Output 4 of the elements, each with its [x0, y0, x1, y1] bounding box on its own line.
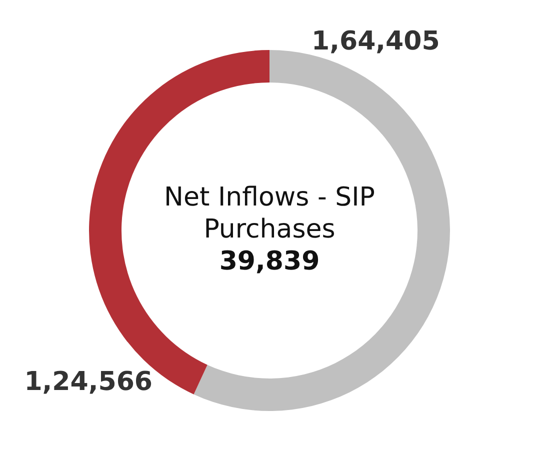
data-label: 1,24,566	[24, 367, 153, 398]
data-label: 1,64,405	[312, 26, 440, 56]
text: Net Inflows - SIP Purchases	[164, 182, 375, 244]
text: 39,839	[219, 246, 320, 276]
